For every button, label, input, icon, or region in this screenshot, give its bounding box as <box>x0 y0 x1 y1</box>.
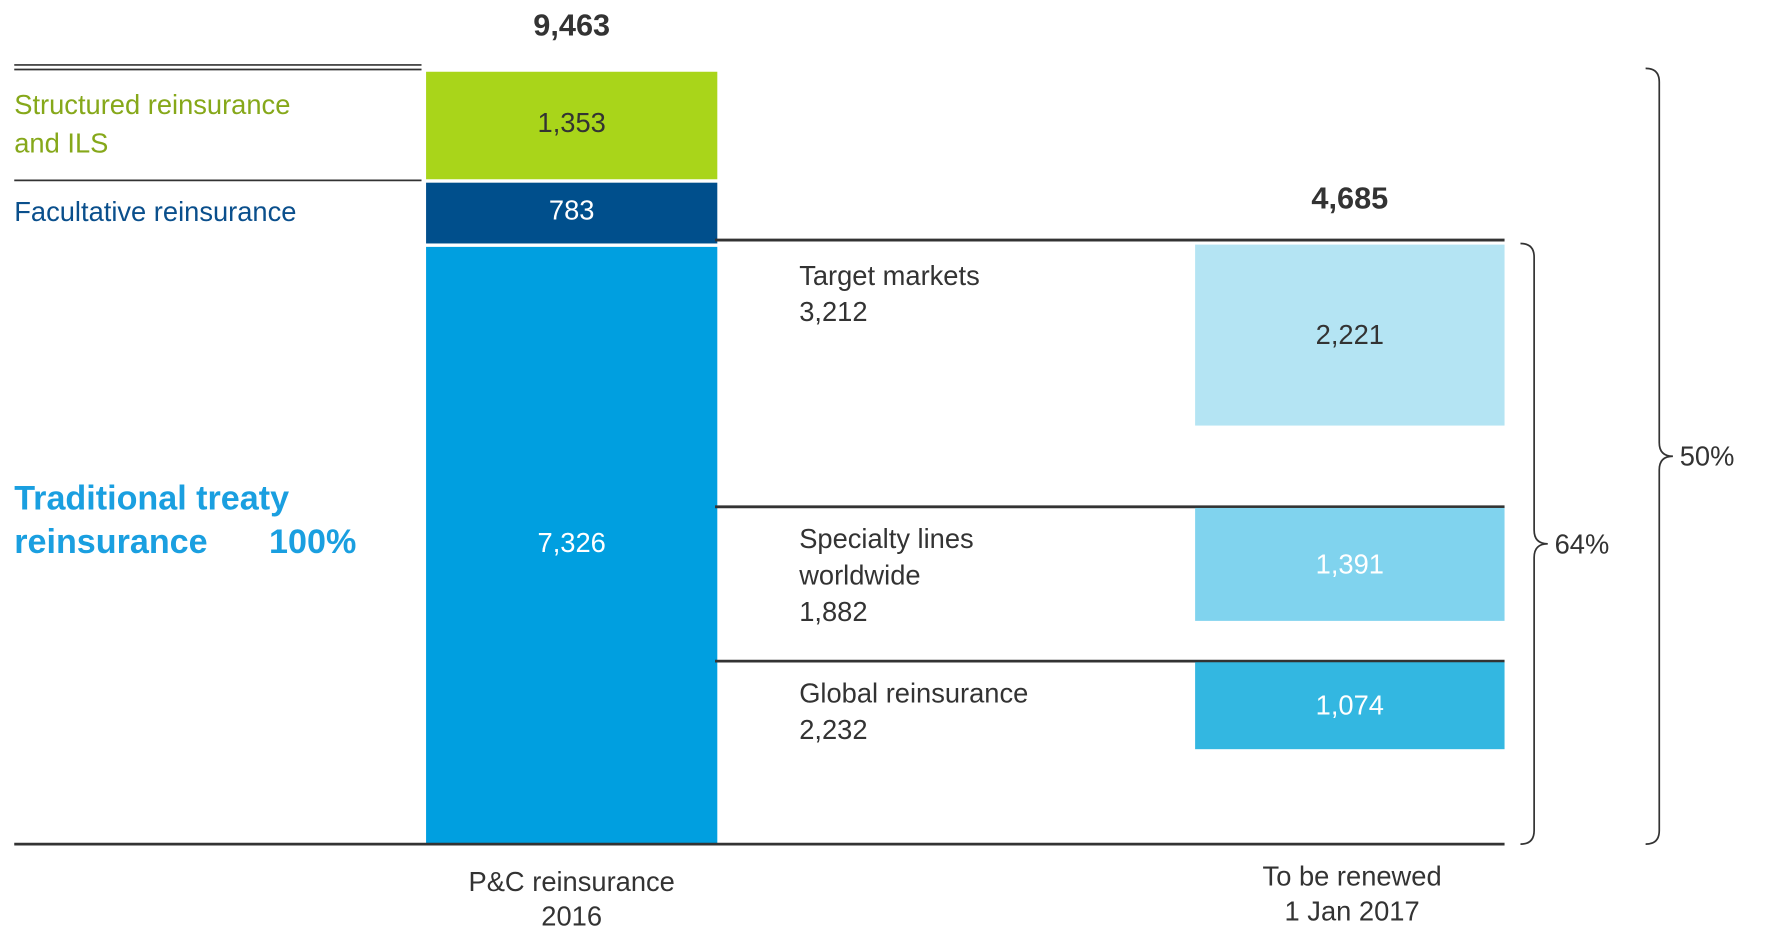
part-name: Specialty lines <box>799 523 973 554</box>
value-label: 1,391 <box>1316 548 1384 579</box>
segment-name: Traditional treaty <box>14 480 289 518</box>
bar-segment <box>426 71 718 180</box>
value-label: 2,221 <box>1316 319 1384 350</box>
part-name: Target markets <box>799 260 980 291</box>
renewal-bar <box>1195 507 1505 621</box>
share-label: 100% <box>269 523 356 561</box>
value-label: 1,074 <box>1316 690 1384 721</box>
bar-segment <box>426 182 718 244</box>
segment-name: Facultative reinsurance <box>14 196 296 227</box>
part-name: worldwide <box>798 560 920 591</box>
value-label: 7,326 <box>538 527 606 558</box>
segment-name: reinsurance <box>14 523 207 561</box>
value-label: 783 <box>549 195 595 226</box>
segment-name: and ILS <box>14 128 108 159</box>
renewal-bar <box>1195 244 1505 426</box>
bracket <box>1520 242 1548 845</box>
total-label: 4,685 <box>1311 180 1388 215</box>
segment-name: Structured reinsurance <box>14 89 290 120</box>
renewal-bar <box>1195 662 1505 750</box>
category-label: 2016 <box>541 900 602 931</box>
category-label: To be renewed <box>1263 860 1442 891</box>
part-value: 1,882 <box>799 596 867 627</box>
part-value: 2,232 <box>799 714 867 745</box>
bracket <box>1645 67 1673 845</box>
bracket-label: 50% <box>1680 441 1735 472</box>
bracket-label: 64% <box>1555 528 1610 559</box>
total-label: 9,463 <box>533 7 610 42</box>
part-name: Global reinsurance <box>799 677 1028 708</box>
value-label: 1,353 <box>538 107 606 138</box>
part-value: 3,212 <box>799 296 867 327</box>
category-label: P&C reinsurance <box>469 866 675 897</box>
category-label: 1 Jan 2017 <box>1285 896 1420 927</box>
bar-segment <box>426 246 718 845</box>
